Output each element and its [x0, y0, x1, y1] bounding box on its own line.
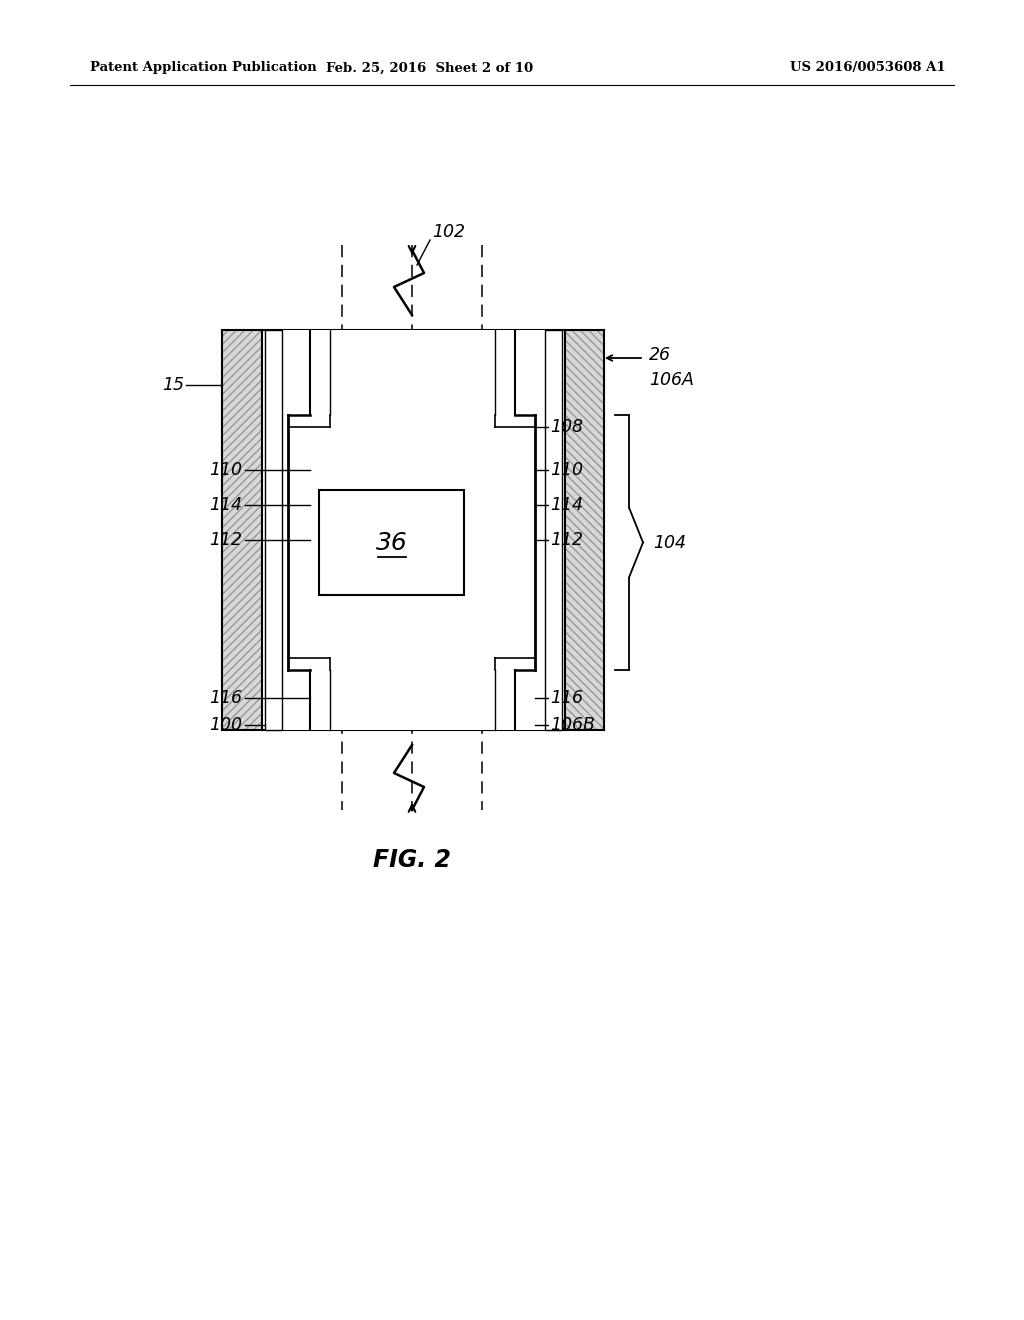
Bar: [330, 671, 495, 730]
Bar: [330, 330, 495, 414]
Bar: [222, 330, 262, 730]
Text: US 2016/0053608 A1: US 2016/0053608 A1: [790, 62, 945, 74]
Bar: [545, 330, 562, 730]
Text: Feb. 25, 2016  Sheet 2 of 10: Feb. 25, 2016 Sheet 2 of 10: [327, 62, 534, 74]
Text: Patent Application Publication: Patent Application Publication: [90, 62, 316, 74]
Bar: [330, 426, 495, 657]
Text: 110: 110: [550, 461, 583, 479]
Text: 108: 108: [550, 418, 583, 436]
Text: 110: 110: [209, 461, 242, 479]
Text: 112: 112: [550, 531, 583, 549]
Text: 100: 100: [209, 715, 242, 734]
Text: 26: 26: [649, 346, 671, 364]
Bar: [288, 414, 535, 671]
Text: 116: 116: [550, 689, 583, 708]
Text: FIG. 2: FIG. 2: [373, 847, 451, 873]
Bar: [565, 330, 604, 730]
Text: 104: 104: [653, 533, 686, 552]
Bar: [319, 490, 464, 595]
Bar: [282, 330, 545, 730]
Bar: [265, 330, 282, 730]
Text: 102: 102: [432, 223, 465, 242]
Text: 15: 15: [162, 376, 184, 393]
Text: 106B: 106B: [550, 715, 595, 734]
Text: 36: 36: [376, 531, 408, 554]
Text: 116: 116: [209, 689, 242, 708]
Text: 114: 114: [209, 496, 242, 513]
Text: 114: 114: [550, 496, 583, 513]
Text: 106A: 106A: [649, 371, 694, 389]
Text: 112: 112: [209, 531, 242, 549]
